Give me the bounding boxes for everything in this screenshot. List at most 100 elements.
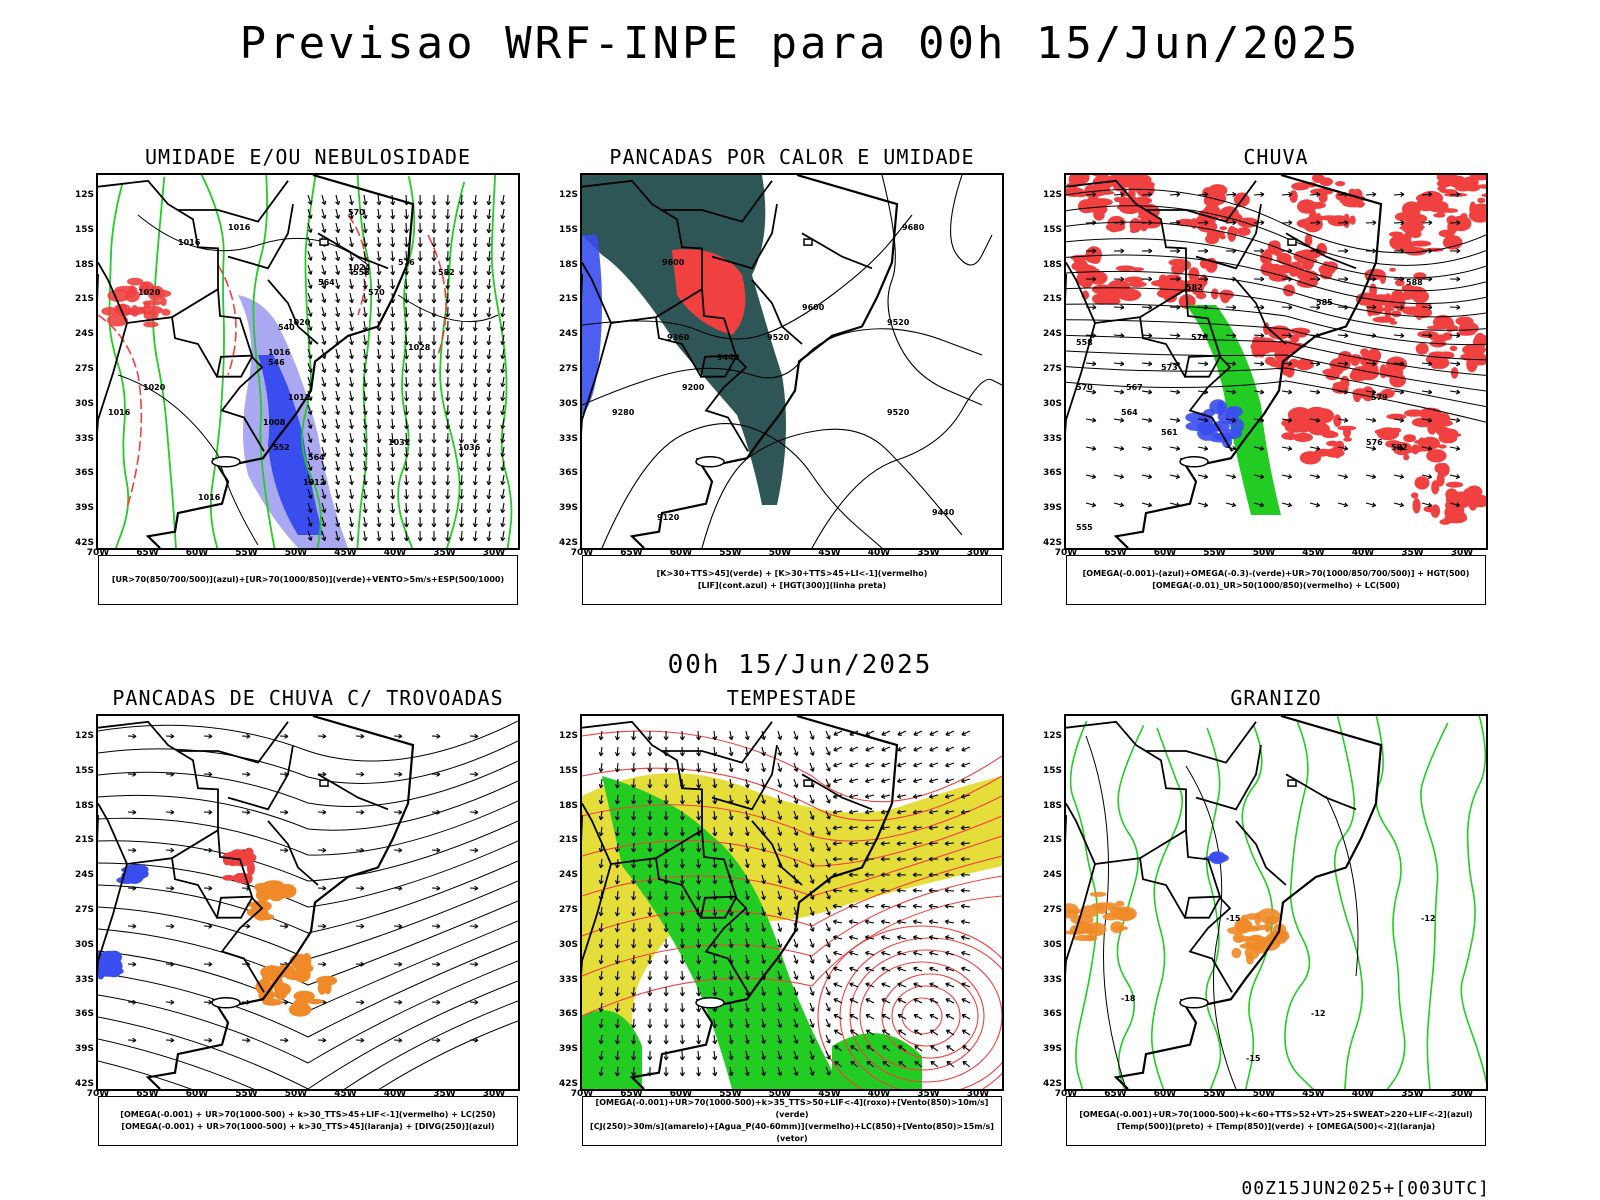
svg-text:9440: 9440 <box>717 353 740 362</box>
svg-text:9520: 9520 <box>887 408 910 417</box>
latitude-tick-label: 39S <box>558 1044 578 1055</box>
latitude-tick-label: 15S <box>558 224 578 235</box>
svg-text:-18: -18 <box>1121 994 1136 1003</box>
longitude-tick-label: 65W <box>136 1089 159 1099</box>
legend-box: [OMEGA(-0.001)+UR>70(1000-500)+k>35_TTS>… <box>582 1096 1002 1146</box>
svg-text:558: 558 <box>353 268 370 277</box>
latitude-tick-label: 33S <box>1042 974 1062 985</box>
latitude-tick-label: 33S <box>558 974 578 985</box>
legend-box: [K>30+TTS>45](verde) + [K>30+TTS>45+LI<-… <box>582 555 1002 605</box>
svg-text:582: 582 <box>1186 283 1203 292</box>
latitude-tick-label: 33S <box>74 974 94 985</box>
panel-chuva: CHUVA 582 585 588 576 573 567 564 561 558 570 582 57… <box>1036 145 1516 615</box>
longitude-tick-label: 70W <box>86 1089 110 1099</box>
longitude-tick-label: 60W <box>185 1089 209 1099</box>
legend-line: [Temp(500)](preto) + [Temp(850)](verde) … <box>1116 1122 1436 1131</box>
longitude-tick-label: 50W <box>284 548 308 558</box>
svg-text:555: 555 <box>1076 523 1093 532</box>
latitude-tick-label: 21S <box>1042 835 1062 846</box>
svg-text:1032: 1032 <box>388 438 410 447</box>
svg-text:588: 588 <box>1406 278 1423 287</box>
legend-line: [OMEGA(-0.001)+UR>70(1000-500)+k>35_TTS>… <box>595 1098 989 1119</box>
longitude-tick-label: 70W <box>1054 1089 1078 1099</box>
latitude-tick-label: 12S <box>1042 731 1062 741</box>
longitude-tick-label: 45W <box>818 1089 841 1099</box>
longitude-tick-label: 55W <box>235 548 258 558</box>
svg-text:1020: 1020 <box>288 318 311 327</box>
longitude-tick-label: 50W <box>768 548 792 558</box>
longitude-tick-label: 40W <box>383 548 407 558</box>
latitude-tick-label: 27S <box>1042 364 1062 374</box>
svg-text:582: 582 <box>438 268 455 277</box>
latitude-tick-label: 30S <box>74 398 94 409</box>
longitude-tick-label: 40W <box>1351 1089 1375 1099</box>
longitude-tick-label: 35W <box>1401 548 1424 558</box>
latitude-tick-label: 18S <box>1042 800 1062 811</box>
longitude-tick-label: 60W <box>185 548 209 558</box>
longitude-tick-label: 40W <box>867 548 891 558</box>
map-frame: 9680 9600 9520 9600 9520 9360 9440 9200 9280 9520… <box>580 173 1004 550</box>
longitude-tick-label: 35W <box>433 548 456 558</box>
svg-text:9600: 9600 <box>802 303 825 312</box>
latitude-tick-label: 36S <box>1042 1009 1062 1020</box>
longitude-tick-label: 70W <box>86 548 110 558</box>
longitude-tick-label: 65W <box>136 548 159 558</box>
svg-text:576: 576 <box>1191 333 1208 342</box>
latitude-tick-label: 42S <box>74 538 94 548</box>
latitude-tick-label: 15S <box>1042 765 1062 776</box>
latitude-tick-label: 12S <box>1042 190 1062 200</box>
latitude-tick-label: 30S <box>558 939 578 950</box>
longitude-tick-label: 30W <box>966 548 990 558</box>
map-frame <box>580 714 1004 1091</box>
latitude-tick-label: 24S <box>1042 329 1062 340</box>
panel-title: PANCADAS DE CHUVA C/ TROVOADAS <box>112 686 504 710</box>
map-frame: 582 585 588 576 573 567 564 561 558 570 582 579 576 5… <box>1064 173 1488 550</box>
forecast-time-subtitle: 00h 15/Jun/2025 <box>667 650 933 680</box>
longitude-tick-label: 45W <box>334 1089 357 1099</box>
latitude-tick-label: 42S <box>74 1079 94 1089</box>
panel-tempestade: TEMPESTADE 12S 15S 18S 21S 24S 27S 30S 33S 36S 39S… <box>552 686 1032 1156</box>
svg-text:558: 558 <box>1076 338 1093 347</box>
longitude-tick-label: 40W <box>383 1089 407 1099</box>
svg-text:1016: 1016 <box>228 223 251 232</box>
svg-text:564: 564 <box>1121 408 1138 417</box>
legend-line: [OMEGA(-0.001)+UR>70(1000-500)+k<60+TTS>… <box>1079 1110 1473 1119</box>
latitude-tick-label: 24S <box>558 870 578 881</box>
longitude-tick-label: 35W <box>917 1089 940 1099</box>
latitude-tick-label: 15S <box>558 765 578 776</box>
latitude-tick-label: 42S <box>1042 538 1062 548</box>
panel-title: GRANIZO <box>1230 686 1322 710</box>
map-frame: 1016 1016 1020 1024 1020 1016 1012 1008 1012 1032… <box>96 173 520 550</box>
svg-text:1036: 1036 <box>458 443 481 452</box>
latitude-tick-label: 18S <box>74 800 94 811</box>
main-title: Previsao WRF-INPE para 00h 15/Jun/2025 <box>239 18 1361 69</box>
longitude-tick-label: 65W <box>620 1089 643 1099</box>
latitude-tick-label: 39S <box>74 1044 94 1055</box>
svg-text:-12: -12 <box>1311 1009 1325 1018</box>
latitude-tick-label: 27S <box>74 905 94 915</box>
latitude-tick-label: 39S <box>74 503 94 514</box>
legend-box: [OMEGA(-0.001)-(azul)+OMEGA(-0.3)-(verde… <box>1066 555 1486 605</box>
svg-text:1008: 1008 <box>263 418 286 427</box>
latitude-tick-label: 36S <box>74 468 94 479</box>
forecast-map: 582 585 588 576 573 567 564 561 558 570 582 579 576 5… <box>1066 175 1486 548</box>
longitude-tick-label: 35W <box>1401 1089 1424 1099</box>
latitude-tick-label: 24S <box>74 329 94 340</box>
latitude-tick-label: 36S <box>558 1009 578 1020</box>
svg-text:9600: 9600 <box>662 258 685 267</box>
legend-box: [UR>70(850/700/500)](azul)+[UR>70(1000/8… <box>98 555 518 605</box>
run-timestamp: 00Z15JUN2025+[003UTC] <box>1241 1178 1490 1199</box>
legend-line: [CJ(250)>30m/s](amarelo)+[Agua_P(40-60mm… <box>590 1122 994 1143</box>
longitude-tick-label: 45W <box>1302 548 1325 558</box>
latitude-tick-label: 18S <box>1042 259 1062 270</box>
svg-text:9200: 9200 <box>682 383 705 392</box>
panel-title: UMIDADE E/OU NEBULOSIDADE <box>144 145 472 169</box>
latitude-tick-label: 18S <box>558 259 578 270</box>
svg-text:1016: 1016 <box>178 238 201 247</box>
latitude-tick-label: 39S <box>558 503 578 514</box>
longitude-tick-label: 70W <box>570 548 594 558</box>
latitude-tick-label: 33S <box>74 433 94 444</box>
svg-text:576: 576 <box>1366 438 1383 447</box>
forecast-map: 1016 1016 1020 1024 1020 1016 1012 1008 1012 1032… <box>98 175 513 548</box>
longitude-tick-label: 65W <box>1104 548 1127 558</box>
